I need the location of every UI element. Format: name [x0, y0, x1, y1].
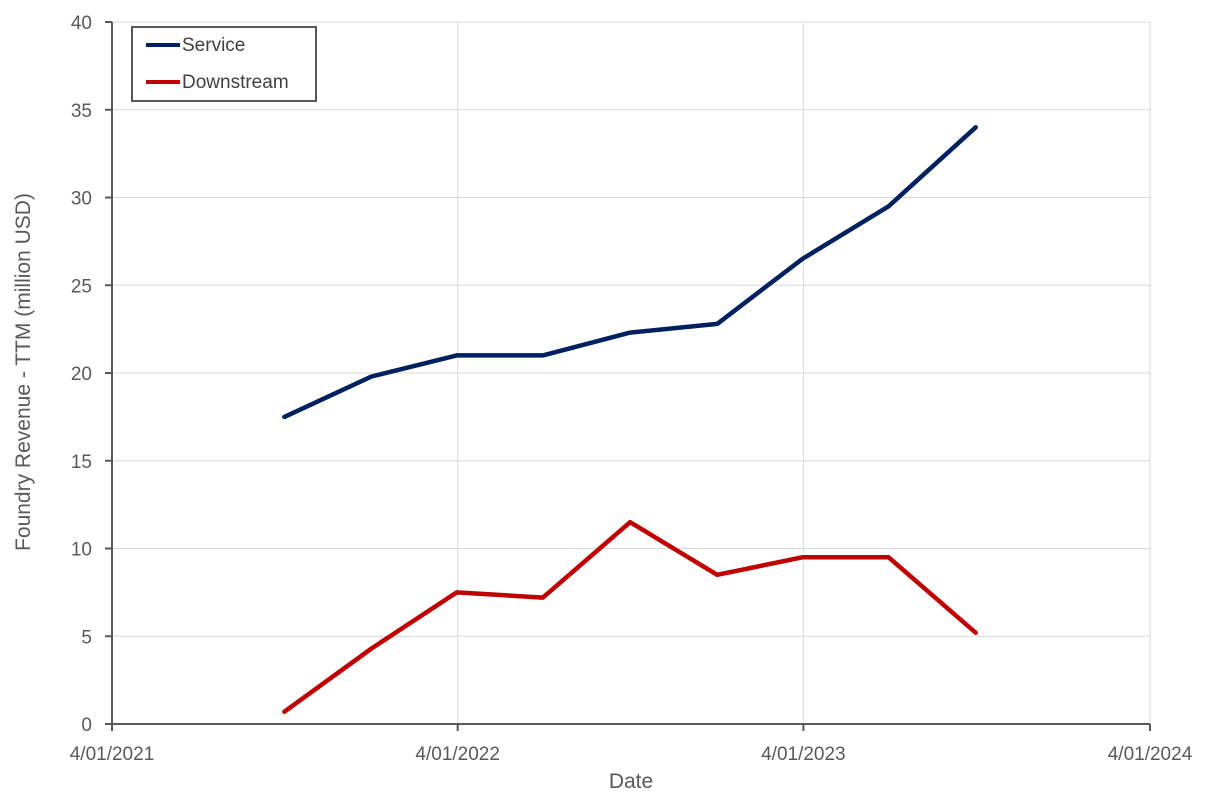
y-tick-label: 30 — [71, 189, 92, 210]
y-tick-label: 20 — [71, 364, 92, 385]
axes — [105, 21, 1151, 731]
legend-box — [131, 26, 317, 102]
x-tick-label: 4/01/2021 — [70, 744, 155, 765]
y-tick-label: 10 — [71, 540, 92, 561]
y-tick-label: 40 — [71, 13, 92, 34]
tick-labels: 0 5 10 15 20 25 30 35 40 4/01/2021 4/01/2022 4/01/2… — [70, 13, 1193, 765]
y-tick-label: 15 — [71, 452, 92, 473]
y-tick-label: 5 — [81, 627, 92, 648]
gridlines — [112, 21, 1151, 724]
legend-label-service: Service — [182, 35, 245, 56]
x-tick-label: 4/01/2023 — [761, 744, 846, 765]
x-tick-label: 4/01/2022 — [415, 744, 500, 765]
series-lines — [282, 125, 978, 714]
series-line-downstream — [282, 519, 978, 714]
series-line-service — [282, 125, 978, 420]
x-tick-label: 4/01/2024 — [1108, 744, 1193, 765]
x-axis-title: Date — [609, 770, 653, 793]
legend: Service Downstream — [131, 26, 317, 102]
y-tick-label: 25 — [71, 276, 92, 297]
y-tick-label: 35 — [71, 101, 92, 122]
y-tick-label: 0 — [81, 715, 92, 736]
y-axis-title: Foundry Revenue - TTM (million USD) — [12, 193, 35, 551]
legend-label-downstream: Downstream — [182, 72, 289, 93]
